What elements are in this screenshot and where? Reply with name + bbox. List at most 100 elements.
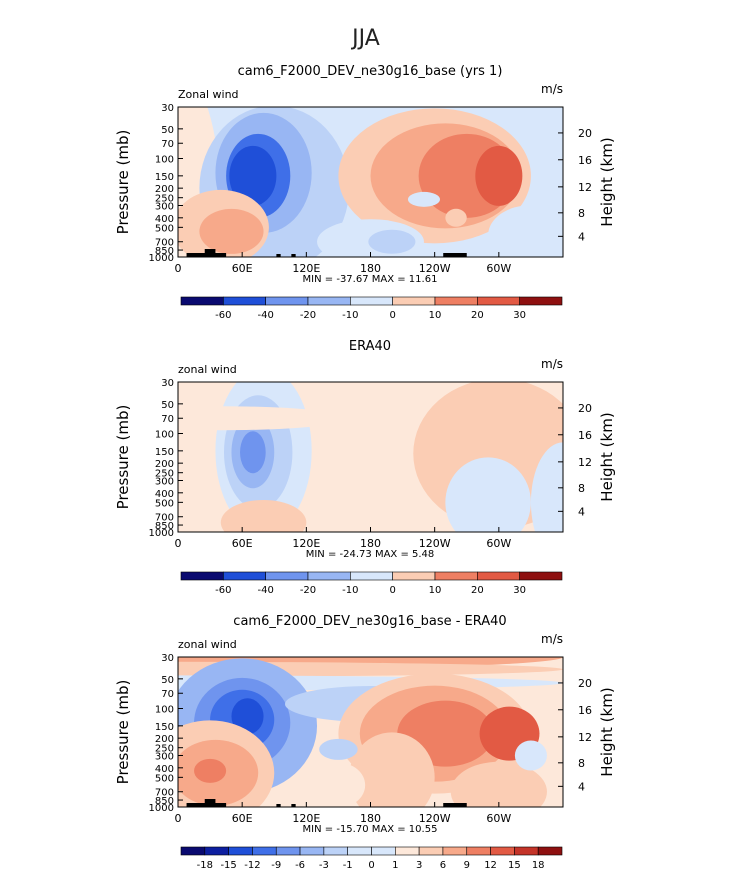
contour-band <box>349 732 435 807</box>
units-label: m/s <box>541 357 563 371</box>
pressure-tick-label: 50 <box>161 400 174 411</box>
colorbar-swatch <box>434 296 478 306</box>
pressure-tick-label: 400 <box>155 214 174 225</box>
height-tick-label: 12 <box>578 456 592 469</box>
colorbar-label: -6 <box>295 860 305 871</box>
height-tick-label: 4 <box>578 505 585 518</box>
x-tick-label: 60W <box>486 262 511 275</box>
x-tick-label: 120W <box>419 262 451 275</box>
colorbar-label: -20 <box>300 310 316 321</box>
colorbar-label: 15 <box>508 860 521 871</box>
height-tick-label: 16 <box>578 704 592 717</box>
height-tick-label: 12 <box>578 731 592 744</box>
pressure-tick-label: 200 <box>155 184 174 195</box>
field-label: zonal wind <box>178 363 237 376</box>
colorbar-swatch <box>307 296 351 306</box>
contour-band <box>450 761 547 807</box>
land-mask <box>204 249 216 257</box>
colorbar-swatch <box>228 846 253 856</box>
pressure-tick-label: 400 <box>155 764 174 775</box>
colorbar-swatch <box>180 571 224 581</box>
contour-band <box>240 431 266 474</box>
colorbar-swatch <box>350 296 393 306</box>
contour-band <box>311 762 366 807</box>
pressure-tick-label: 50 <box>161 675 174 686</box>
colorbar-label: -10 <box>342 585 358 596</box>
colorbar-label: 12 <box>484 860 497 871</box>
contour-band <box>368 229 416 254</box>
pressure-tick-label: 500 <box>155 498 174 509</box>
x-tick-label: 60E <box>232 262 253 275</box>
colorbar-label: 30 <box>513 310 526 321</box>
pressure-tick-label: 500 <box>155 773 174 784</box>
colorbar-label: 3 <box>416 860 422 871</box>
panels-root: cam6_F2000_DEV_ne30g16_base (yrs 1) Zonal… <box>114 64 616 871</box>
contour-band <box>319 738 358 760</box>
colorbar-swatch <box>265 296 309 306</box>
x-tick-label: 120E <box>292 537 320 550</box>
pressure-tick-label: 200 <box>155 459 174 470</box>
colorbar: -18 -15 -12 -9 -6 -3 -1 0 1 3 6 9 12 15 18 <box>180 846 563 871</box>
pressure-axis-label: Pressure (mb) <box>114 405 132 510</box>
pressure-tick-label: 200 <box>155 734 174 745</box>
colorbar-label: -12 <box>244 860 260 871</box>
panel-1: cam6_F2000_DEV_ne30g16_base (yrs 1) Zonal… <box>114 64 616 321</box>
x-tick-label: 180 <box>360 812 381 825</box>
land-mask <box>443 803 467 807</box>
x-tick-label: 120E <box>292 262 320 275</box>
contour-band <box>475 145 523 206</box>
pressure-tick-label: 850 <box>155 796 174 807</box>
colorbar-label: 20 <box>471 310 484 321</box>
colorbar-swatch <box>466 846 491 856</box>
pressure-tick-label: 150 <box>155 172 174 183</box>
colorbar-label: -40 <box>257 310 273 321</box>
contour-band <box>199 208 264 254</box>
contour-field <box>178 382 563 532</box>
pressure-axis-label: Pressure (mb) <box>114 130 132 235</box>
colorbar-swatch <box>371 846 396 856</box>
colorbar-swatch <box>307 571 351 581</box>
x-tick-label: 120E <box>292 812 320 825</box>
pressure-tick-label: 30 <box>161 103 174 114</box>
colorbar-label: -60 <box>215 585 231 596</box>
height-tick-label: 20 <box>578 677 592 690</box>
colorbar-label: 6 <box>440 860 446 871</box>
colorbar-swatch <box>347 846 372 856</box>
x-tick-label: 0 <box>175 537 182 550</box>
season-title: JJA <box>350 26 380 51</box>
pressure-tick-label: 250 <box>155 194 174 205</box>
colorbar-swatch <box>323 846 348 856</box>
pressure-tick-label: 700 <box>155 513 174 524</box>
land-mask <box>276 804 281 807</box>
colorbar-swatch <box>418 846 444 856</box>
pressure-tick-label: 70 <box>161 414 174 425</box>
pressure-tick-label: 850 <box>155 521 174 532</box>
x-tick-label: 120W <box>419 537 451 550</box>
colorbar-swatch <box>275 846 301 856</box>
x-tick-label: 60E <box>232 537 253 550</box>
panel-title: cam6_F2000_DEV_ne30g16_base (yrs 1) <box>238 64 503 79</box>
contour-field <box>178 657 563 807</box>
pressure-tick-label: 150 <box>155 722 174 733</box>
height-axis-label: Height (km) <box>598 412 616 501</box>
colorbar-label: -9 <box>271 860 281 871</box>
colorbar-swatch <box>395 846 420 856</box>
pressure-tick-label: 1000 <box>149 803 174 814</box>
pressure-tick-label: 250 <box>155 469 174 480</box>
colorbar-swatch <box>180 846 206 856</box>
min-max-stats: MIN = -24.73 MAX = 5.48 <box>306 549 435 560</box>
x-tick-label: 120W <box>419 812 451 825</box>
pressure-tick-label: 300 <box>155 751 174 762</box>
colorbar-swatch <box>392 296 436 306</box>
colorbar-label: 9 <box>464 860 470 871</box>
colorbar-swatch <box>223 296 266 306</box>
contour-band <box>231 698 264 735</box>
contour-band <box>229 145 277 206</box>
colorbar: -60 -40 -20 -10 0 10 20 30 <box>180 571 563 596</box>
pressure-tick-label: 150 <box>155 447 174 458</box>
colorbar-swatch <box>434 571 478 581</box>
contour-band <box>445 208 467 227</box>
pressure-tick-label: 30 <box>161 653 174 664</box>
height-tick-label: 8 <box>578 757 585 770</box>
